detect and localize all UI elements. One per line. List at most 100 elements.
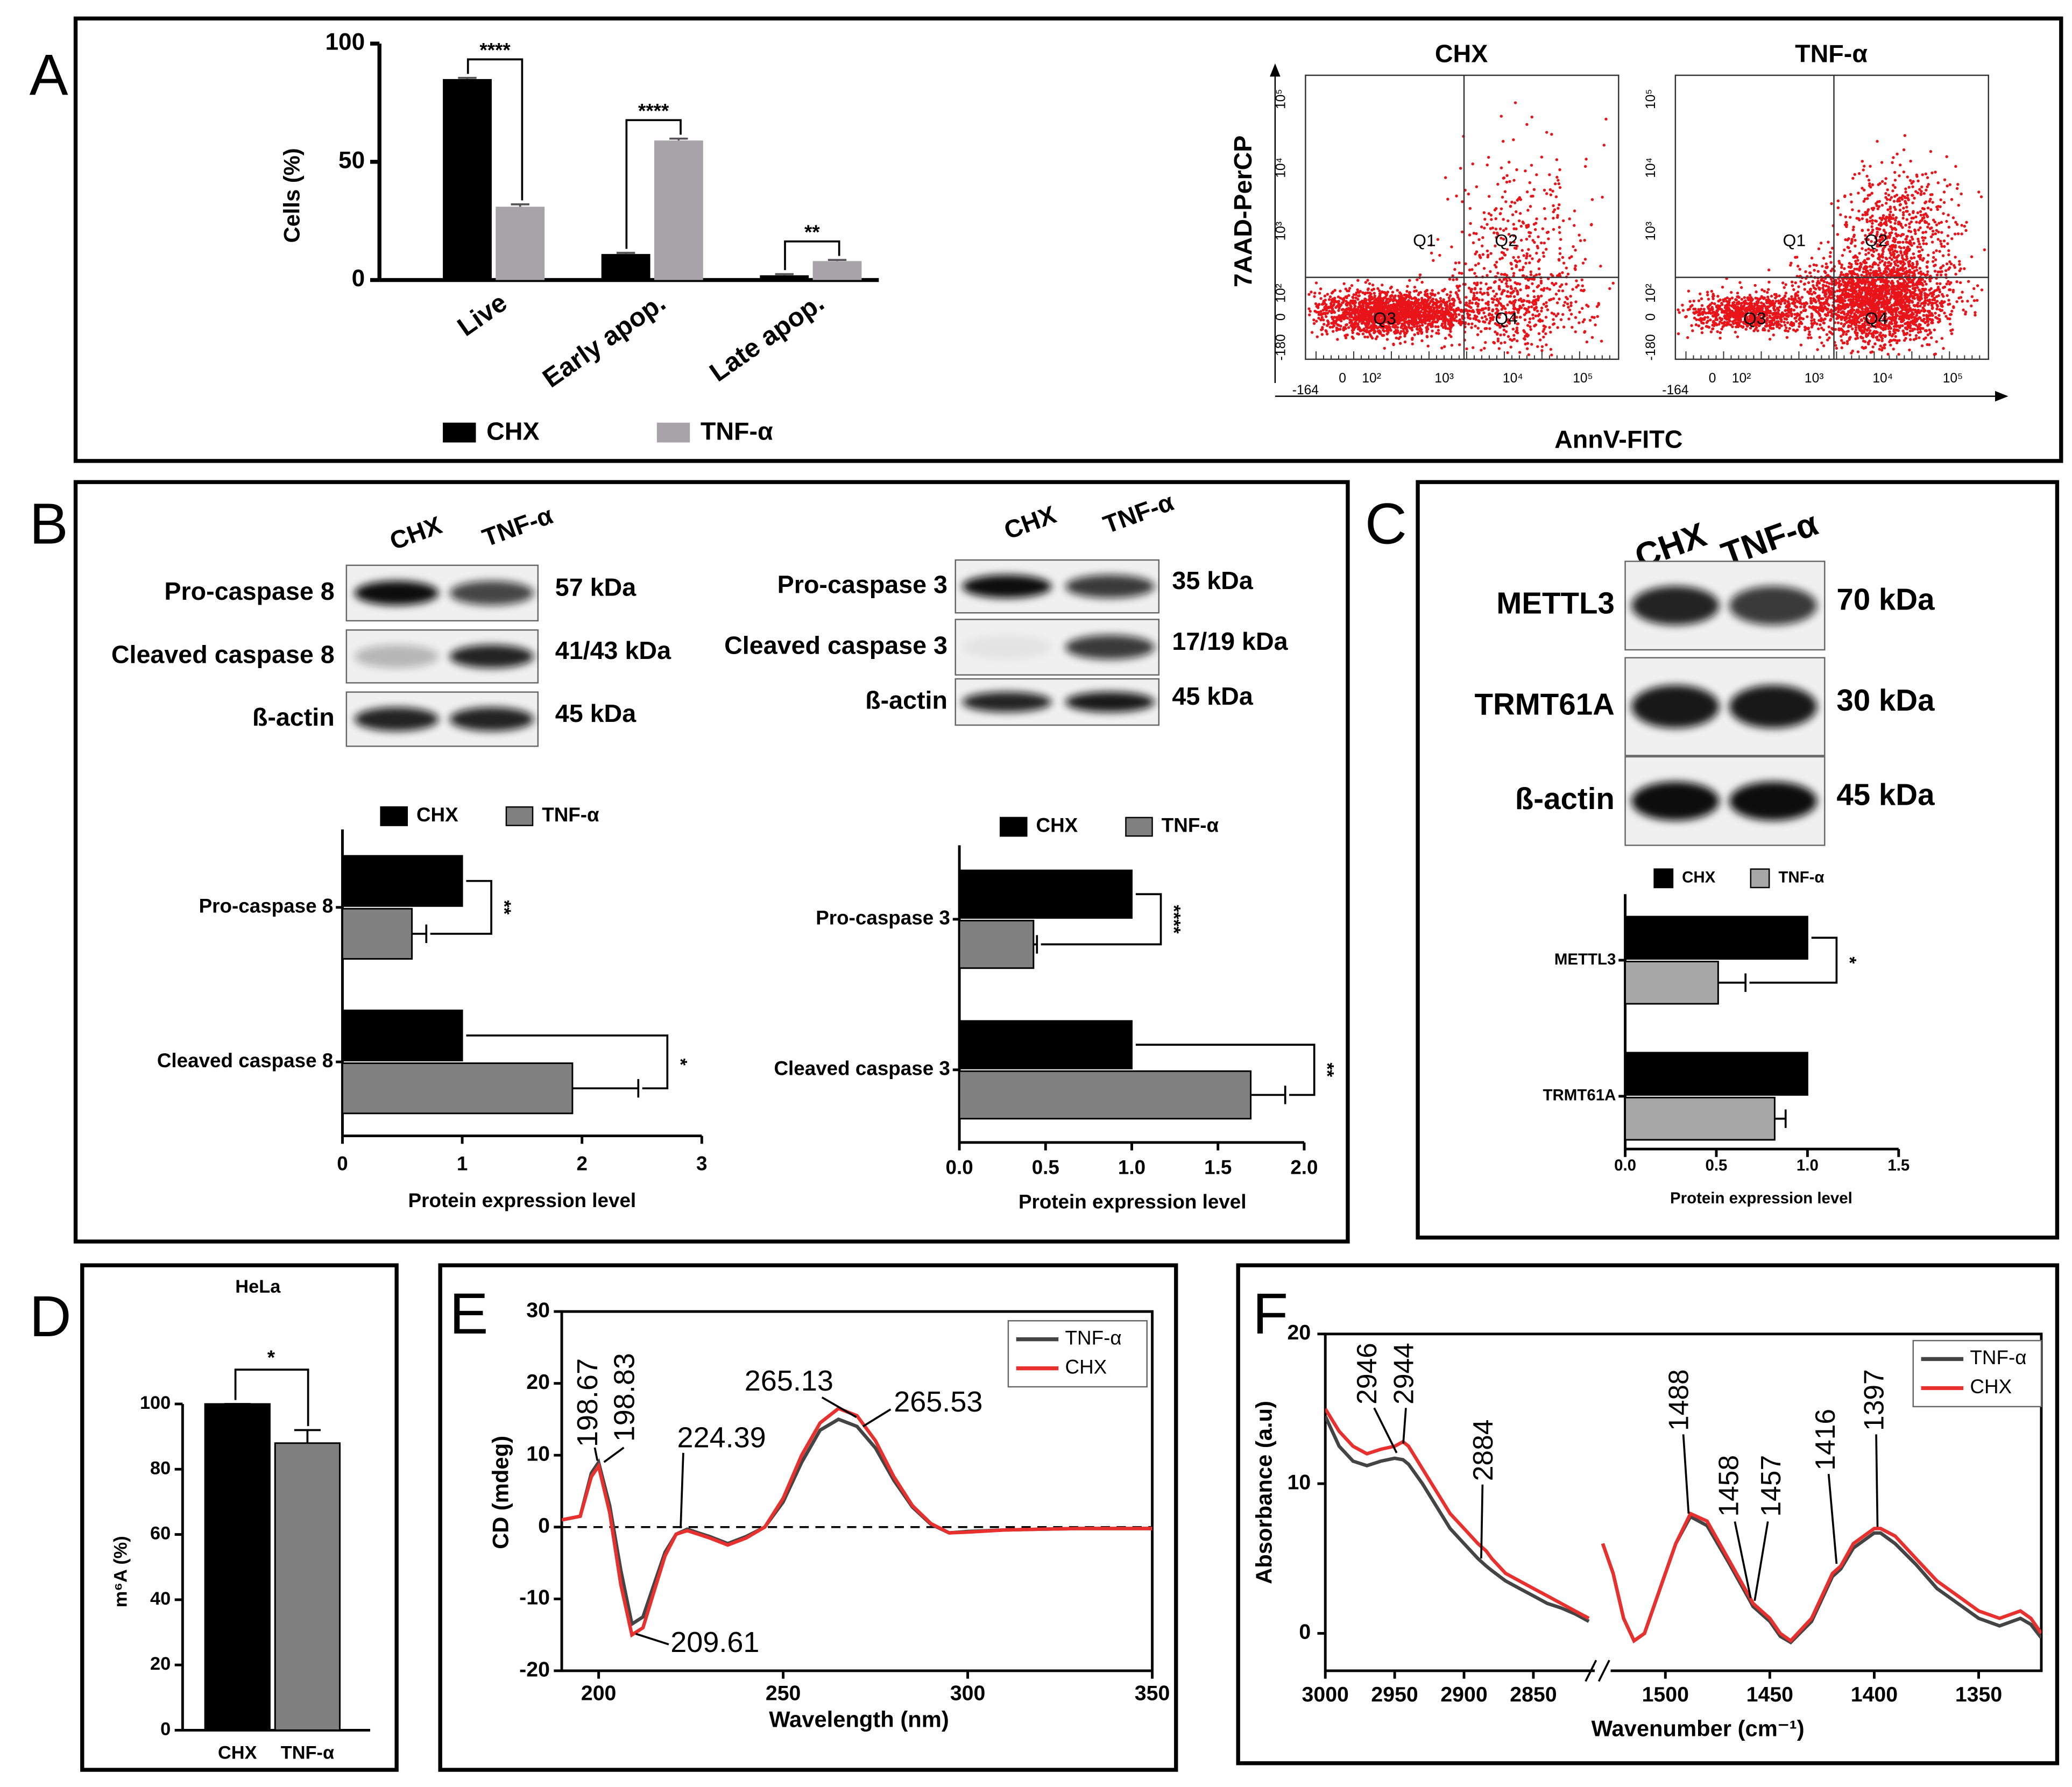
flow-dot: [1474, 264, 1477, 267]
flow-dot: [1450, 344, 1454, 347]
flow-dot: [1935, 288, 1939, 292]
flow-dot: [1566, 302, 1569, 306]
flow-dot: [1398, 312, 1401, 316]
flow-dot: [1418, 273, 1422, 276]
flow-dot: [1552, 318, 1555, 321]
flow-dot: [1506, 303, 1509, 307]
flow-dot: [1716, 313, 1720, 316]
flow-dot: [1558, 272, 1561, 275]
flow-dot: [1823, 270, 1827, 273]
flow-dot: [1452, 314, 1455, 317]
flow-dot: [1495, 260, 1498, 264]
flow-dot: [1543, 207, 1546, 210]
flow-dot: [1427, 322, 1431, 326]
flow-dot: [1536, 244, 1539, 248]
flow-dot: [1363, 329, 1367, 332]
flow-dot: [1426, 318, 1429, 322]
flow-dot: [1447, 310, 1451, 314]
flow-dot: [1772, 303, 1775, 306]
flow-dot: [1413, 325, 1416, 328]
flow-dot: [1447, 320, 1450, 323]
flow-dot: [1518, 259, 1522, 263]
flow-dot: [1321, 308, 1325, 311]
flow-dot: [1915, 310, 1919, 314]
flow-dot: [1719, 298, 1722, 302]
flow-dot: [1921, 287, 1924, 291]
flow-dot: [1472, 346, 1475, 349]
flow-dot: [1324, 303, 1328, 307]
flow-dot: [1697, 324, 1701, 328]
flow-dot: [1808, 306, 1812, 309]
flow-dot: [1799, 305, 1802, 309]
flow-dot: [1722, 300, 1726, 303]
flow-dot: [1868, 331, 1871, 335]
flow-dot: [1850, 351, 1853, 354]
flow-dot: [1725, 323, 1728, 327]
flow-dot: [1441, 325, 1445, 329]
flow-dot: [1587, 304, 1590, 308]
flow-dot: [1908, 333, 1912, 337]
flow-dot: [1364, 307, 1368, 310]
flow-dot: [1403, 301, 1407, 304]
flow-dot: [1455, 319, 1458, 323]
flow-dot: [1470, 301, 1474, 304]
flow-dot: [1557, 182, 1561, 186]
flow-dot: [1420, 280, 1424, 284]
flow-dot: [1558, 186, 1562, 189]
flow-dot: [1336, 295, 1340, 299]
flow-title: CHX: [1435, 39, 1488, 67]
flow-dot: [1711, 307, 1714, 311]
significance-label: **: [804, 221, 820, 243]
flow-dot: [1512, 223, 1516, 226]
flow-dot: [1550, 133, 1553, 136]
flow-dot: [1470, 326, 1473, 329]
flow-dot: [1413, 323, 1417, 326]
flow-dot: [1345, 300, 1348, 303]
flow-dot: [1560, 283, 1564, 287]
flow-dot: [1453, 268, 1456, 271]
flow-dot: [1518, 282, 1522, 286]
flow-dot: [1481, 253, 1485, 256]
flow-dot: [1317, 313, 1321, 316]
flow-dot: [1480, 316, 1484, 320]
flow-dot: [1397, 337, 1401, 341]
flow-dot: [1809, 297, 1813, 300]
flow-dot: [1532, 289, 1536, 293]
flow-dot: [1524, 342, 1527, 346]
flow-dot: [1502, 333, 1506, 336]
flow-dot: [1467, 192, 1470, 196]
flow-dot: [1526, 223, 1530, 227]
flow-dot: [1515, 210, 1518, 214]
flow-dot: [1507, 219, 1510, 223]
flow-dot: [1809, 336, 1813, 339]
panel-letter: C: [1365, 491, 1407, 556]
flow-dot: [1772, 311, 1775, 315]
flow-dot: [1766, 295, 1770, 299]
flow-dot: [1446, 327, 1450, 330]
bar: [812, 261, 862, 280]
flow-dot: [1333, 299, 1336, 302]
flow-dot: [1843, 299, 1847, 303]
flow-y-tick-label: -180: [1274, 334, 1289, 360]
flow-dot: [1488, 322, 1491, 325]
flow-dot: [1496, 337, 1500, 341]
flow-dot: [1930, 307, 1934, 310]
flow-dot: [1469, 222, 1472, 225]
flow-dot: [1503, 341, 1507, 344]
flow-dot: [1406, 306, 1410, 309]
flow-dot: [1725, 314, 1728, 317]
flow-dot: [1710, 311, 1714, 315]
flow-dot: [1521, 300, 1525, 303]
flow-dot: [1361, 291, 1364, 294]
flow-dot: [1411, 338, 1414, 341]
flow-dot: [1479, 256, 1482, 259]
flow-dot: [1540, 155, 1544, 159]
flow-dot: [1515, 168, 1518, 172]
flow-dot: [1531, 317, 1535, 320]
flow-dot: [1400, 324, 1404, 328]
flow-dot: [1921, 278, 1924, 281]
flow-dot: [1493, 264, 1497, 267]
flow-dot: [1368, 294, 1371, 298]
flow-dot: [1773, 309, 1777, 312]
flow-dot: [1820, 341, 1823, 345]
